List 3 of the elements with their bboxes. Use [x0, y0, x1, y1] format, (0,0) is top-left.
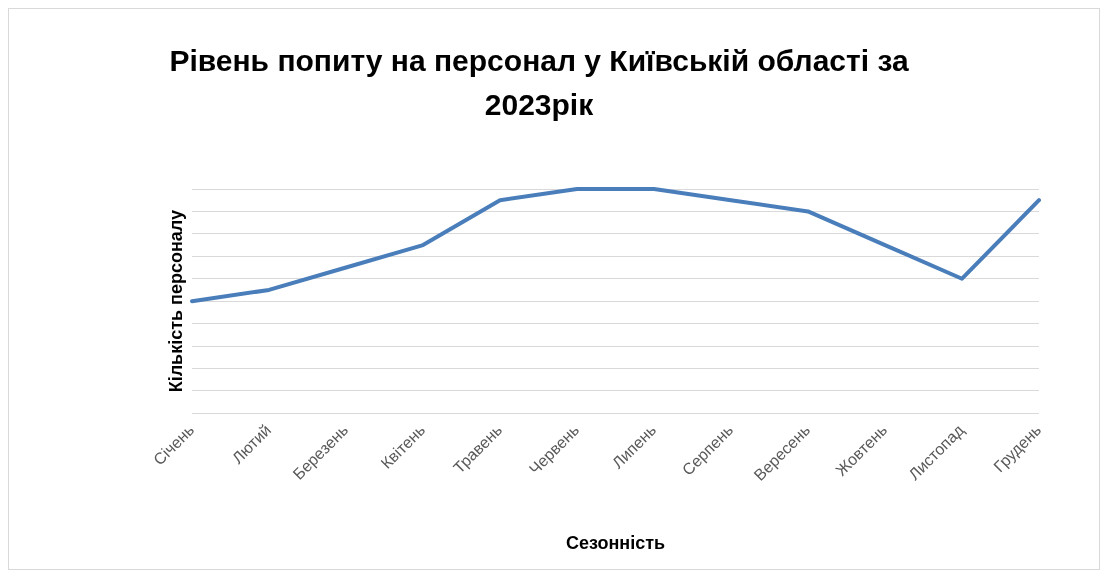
x-axis-title: Сезонність — [565, 533, 666, 554]
chart-title: Рівень попиту на персонал у Київській області за 2023рік — [168, 43, 910, 123]
y-axis-title: Кількість персоналу — [166, 209, 187, 393]
